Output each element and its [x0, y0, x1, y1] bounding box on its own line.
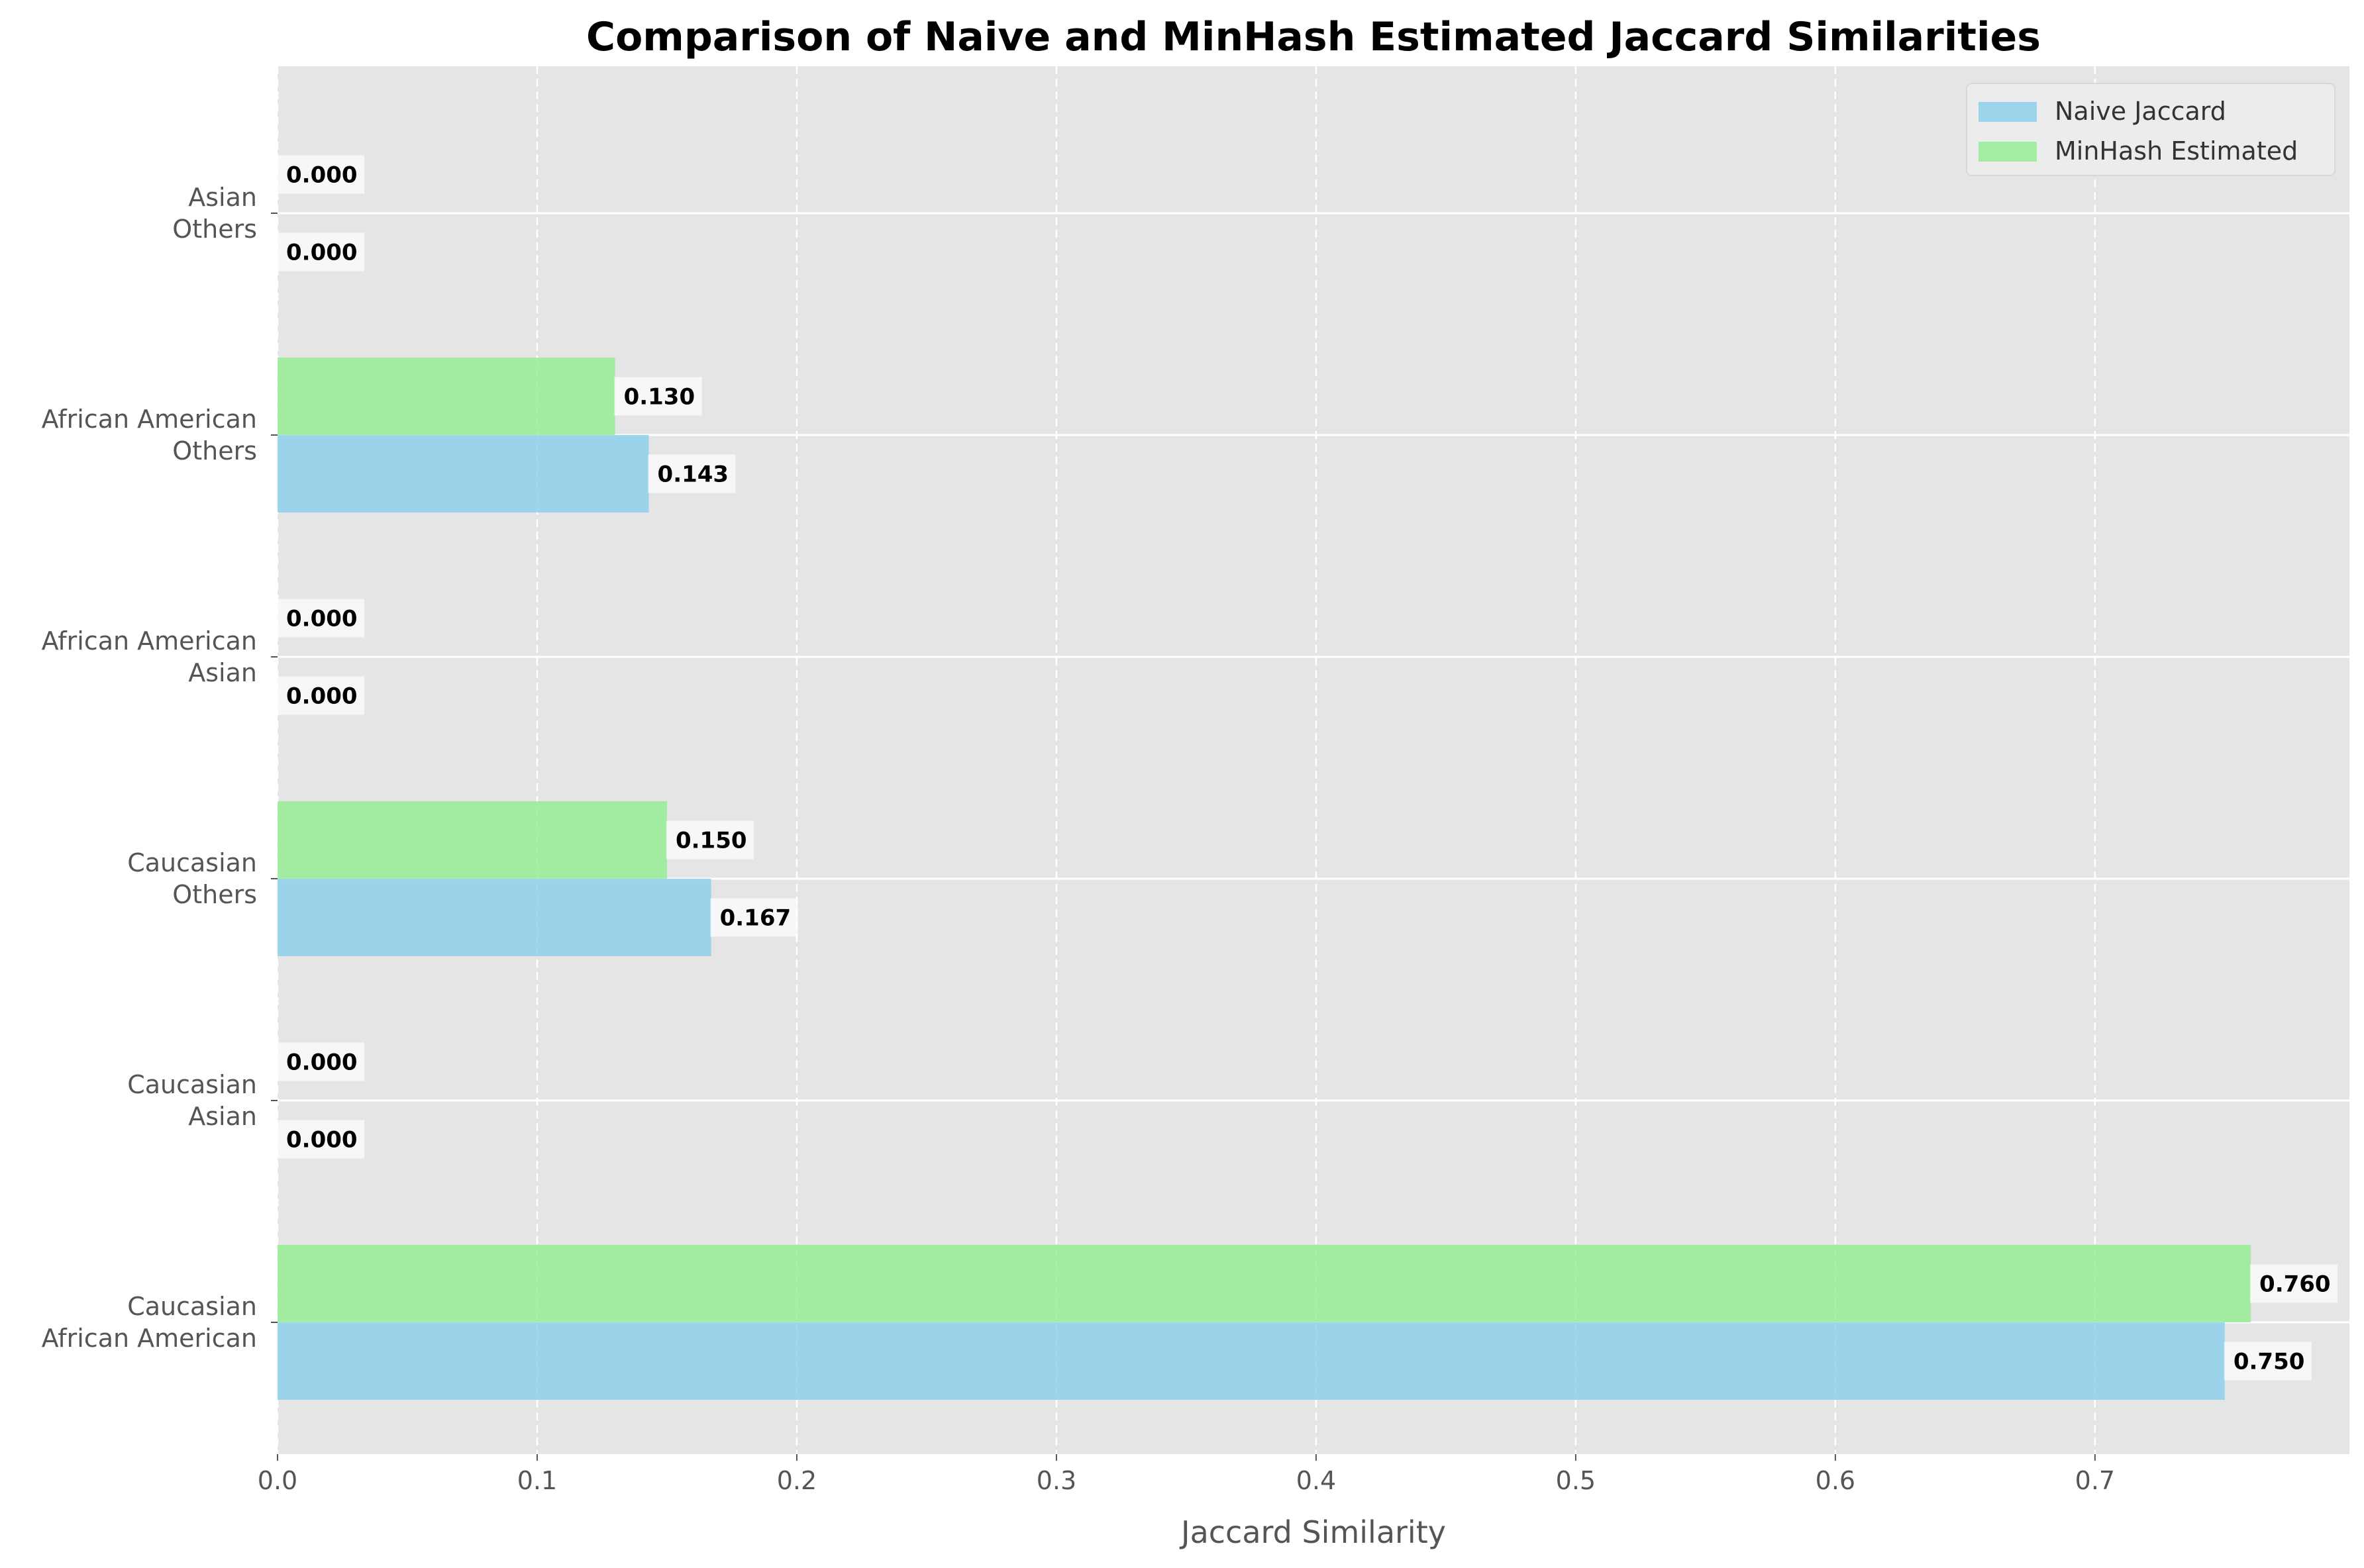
value-label-box: [2224, 1342, 2312, 1381]
y-category-label: Caucasian: [127, 1070, 257, 1099]
value-label-box: [277, 232, 364, 271]
value-label: 0.760: [2259, 1271, 2331, 1298]
x-axis-label: Jaccard Similarity: [1179, 1514, 1446, 1550]
bar-minhash: [278, 801, 667, 879]
value-label-box: [710, 898, 798, 937]
y-category-label: Others: [172, 880, 257, 909]
value-labels: 0.750 0.000 0.167 0.000 0.143 0.000 0.760 0.000…: [277, 155, 2338, 1381]
x-tick-label: 0.1: [517, 1466, 557, 1495]
value-label: 0.000: [286, 240, 358, 266]
legend-box: [1966, 83, 2336, 176]
legend-swatch: [1979, 102, 2037, 122]
y-category-label: African American: [42, 405, 257, 434]
y-category-label: Caucasian: [127, 848, 257, 877]
y-category-label: Asian: [188, 1102, 257, 1131]
value-label-box: [277, 155, 364, 194]
value-label-box: [277, 599, 364, 638]
y-category-label: Others: [172, 215, 257, 244]
value-label-box: [277, 676, 364, 715]
x-tick-label: 0.6: [1816, 1466, 1855, 1495]
value-label-box: [2250, 1264, 2338, 1303]
y-category-label: Asian: [188, 183, 257, 212]
value-label-box: [277, 1120, 364, 1159]
x-tick-label: 0.2: [777, 1466, 817, 1495]
legend-label: Naive Jaccard: [2055, 97, 2226, 126]
value-label: 0.143: [658, 462, 729, 488]
value-label-box: [277, 1042, 364, 1081]
y-category-label: African American: [42, 1324, 257, 1353]
bar-minhash: [278, 1245, 2251, 1322]
y-category-label: Asian: [188, 658, 257, 687]
plot-area: [278, 66, 2349, 1454]
value-label: 0.750: [2234, 1349, 2305, 1375]
bar-naive: [278, 1322, 2225, 1400]
chart-title: Comparison of Naive and MinHash Estimate…: [586, 14, 2041, 60]
bars: [278, 358, 2251, 1400]
bar-naive: [278, 435, 649, 513]
value-label: 0.150: [676, 828, 747, 854]
x-tick-label: 0.5: [1556, 1466, 1596, 1495]
bar-naive: [278, 879, 711, 956]
value-label-box: [614, 377, 702, 416]
x-axis-ticks: 0.0 0.1 0.2 0.3 0.4 0.5 0.6 0.7: [258, 1454, 2115, 1495]
value-label: 0.167: [720, 905, 792, 932]
value-label: 0.000: [286, 1127, 358, 1153]
value-label-box: [666, 820, 754, 859]
value-label: 0.000: [286, 1050, 358, 1076]
bar-minhash: [278, 358, 615, 435]
value-label: 0.000: [286, 606, 358, 632]
x-tick-label: 0.4: [1296, 1466, 1336, 1495]
x-tick-label: 0.3: [1037, 1466, 1076, 1495]
value-label-box: [648, 454, 736, 493]
y-category-label: African American: [42, 626, 257, 656]
value-label: 0.130: [624, 384, 695, 411]
y-category-label: Others: [172, 436, 257, 466]
value-label: 0.000: [286, 683, 358, 710]
legend-label: MinHash Estimated: [2055, 136, 2298, 166]
y-category-label: Caucasian: [127, 1292, 257, 1321]
legend: Naive Jaccard MinHash Estimated: [1966, 83, 2336, 176]
y-axis-categories: Caucasian African American Caucasian Asian C…: [42, 183, 278, 1353]
x-tick-label: 0.7: [2075, 1466, 2115, 1495]
legend-swatch: [1979, 142, 2037, 162]
value-label: 0.000: [286, 162, 358, 189]
x-tick-label: 0.0: [258, 1466, 297, 1495]
